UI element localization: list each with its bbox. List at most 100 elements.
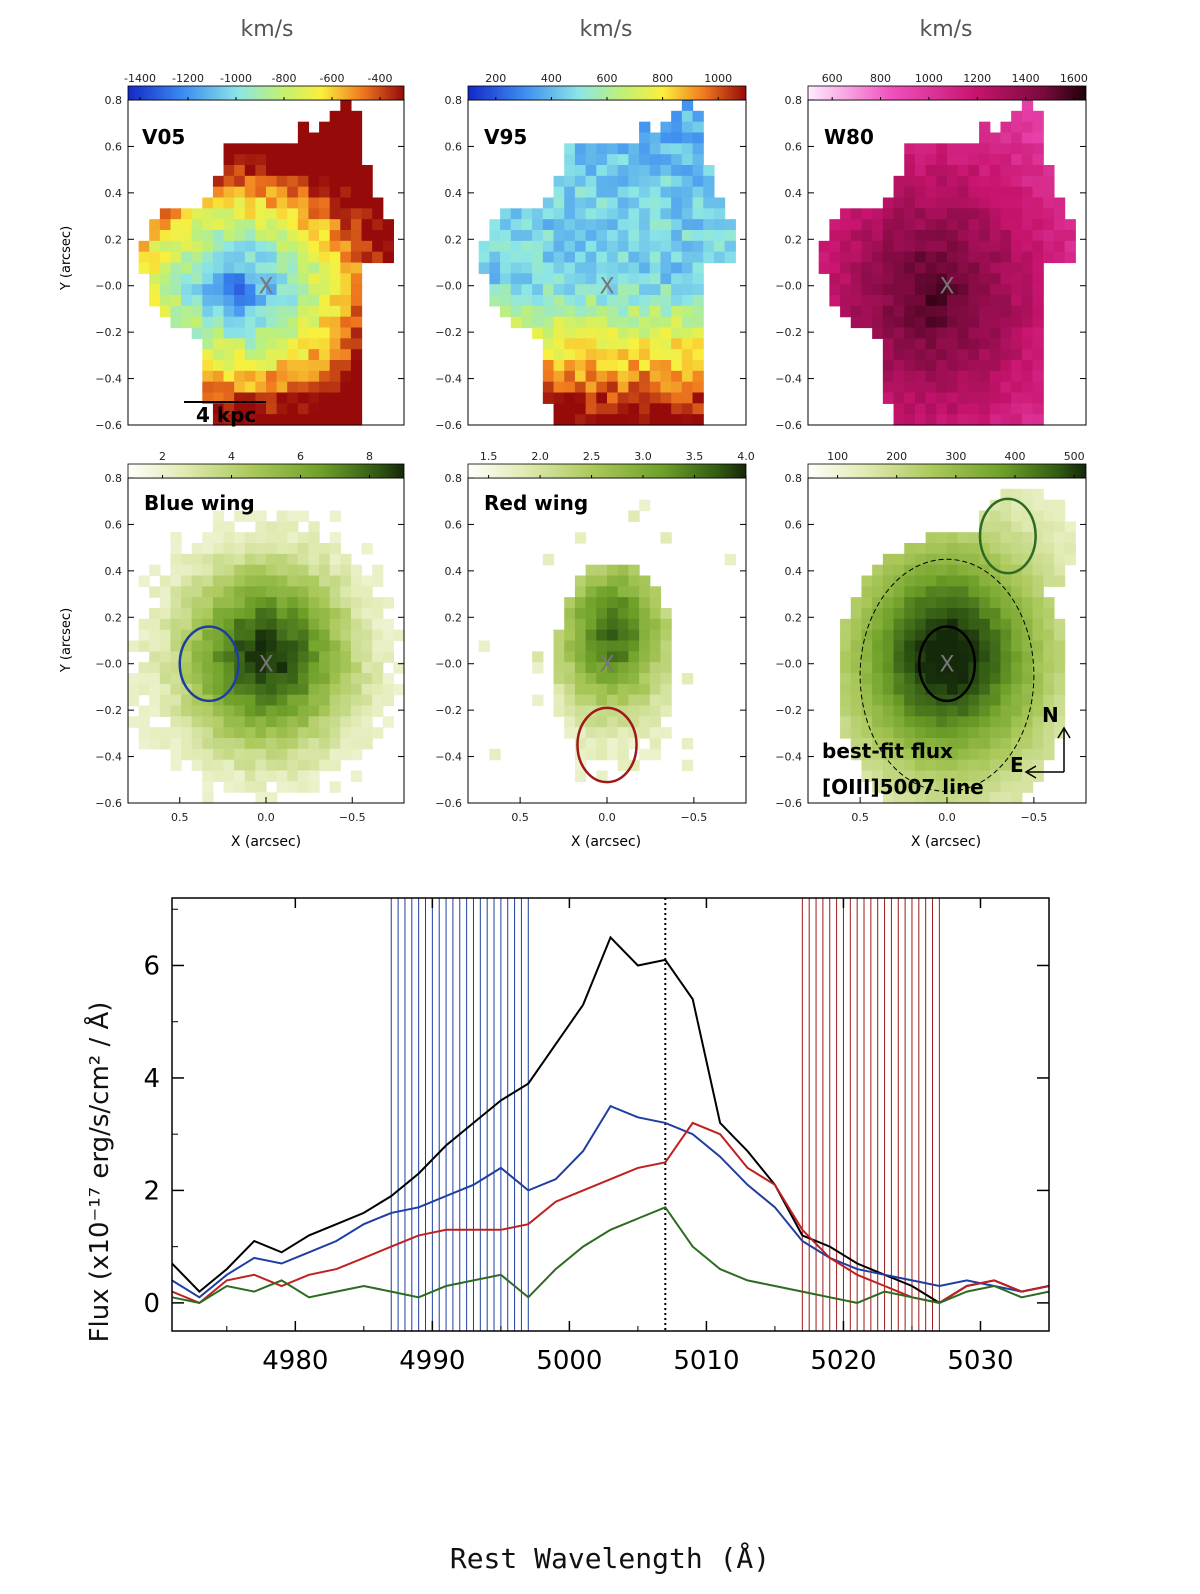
heatmap-cell [617, 165, 629, 177]
heatmap-cell [914, 608, 927, 620]
heatmap-cell [681, 110, 694, 123]
heatmap-cell [372, 240, 384, 253]
heatmap-cell [170, 716, 182, 728]
heatmap-cell [893, 662, 905, 674]
heatmap-cell [564, 414, 576, 426]
heatmap-cell [649, 727, 662, 739]
heatmap-cell [861, 284, 873, 296]
heatmap-cell [957, 770, 969, 782]
heatmap-cell [936, 651, 948, 663]
heatmap-cell [596, 295, 608, 307]
heatmap-cell [361, 618, 373, 631]
heatmap-cell [340, 316, 352, 329]
heatmap-cell [957, 792, 969, 804]
heatmap-cell [979, 338, 991, 350]
heatmap-cell [850, 629, 863, 642]
heatmap-cell [287, 165, 299, 177]
heatmap-cell [244, 759, 256, 772]
heatmap-cell [244, 651, 256, 663]
heatmap-cell [212, 575, 225, 587]
heatmap-cell [564, 219, 576, 231]
heatmap-cell [244, 716, 256, 728]
heatmap-cell [893, 597, 905, 609]
heatmap-cell [266, 662, 278, 674]
heatmap-cell [904, 360, 916, 372]
heatmap-cell [649, 629, 662, 642]
heatmap-cell [1032, 240, 1044, 253]
heatmap-cell [1032, 165, 1044, 177]
heatmap-cell [255, 759, 267, 772]
heatmap-cell [234, 586, 246, 598]
panel-v05: -1400 -1200 -1000 -800 -600 -4000.80.60.40.2−… [95, 72, 405, 432]
heatmap-cell [223, 186, 235, 199]
heatmap-cell [936, 748, 948, 761]
heatmap-cell [266, 316, 278, 329]
heatmap-cell [308, 349, 320, 361]
heatmap-cell [914, 629, 927, 642]
heatmap-cell [191, 327, 203, 339]
heatmap-cell [223, 175, 235, 188]
heatmap-cell [585, 316, 597, 329]
heatmap-cell [585, 327, 597, 339]
heatmap-cell [936, 575, 948, 587]
heatmap-cell [649, 316, 662, 329]
heatmap-cell [191, 564, 203, 577]
heatmap-cell [212, 262, 225, 274]
heatmap-cell [212, 360, 225, 372]
heatmap-cell [159, 673, 172, 685]
heatmap-cell [989, 521, 1002, 533]
heatmap-cell [979, 727, 991, 739]
heatmap-cell [979, 792, 991, 804]
heatmap-cell [223, 295, 235, 307]
heatmap-cell [266, 360, 278, 372]
heatmap-cell [287, 727, 299, 739]
heatmap-cell [1032, 683, 1044, 696]
aperture-red [576, 706, 638, 784]
heatmap-cell [607, 370, 619, 383]
heatmap-cell [1032, 273, 1044, 285]
heatmap-cell [925, 683, 937, 696]
heatmap-cell [585, 154, 597, 166]
heatmap-cell [553, 295, 565, 307]
heatmap-cell [840, 230, 852, 242]
heatmap-cell [266, 381, 278, 394]
heatmap-cell [276, 683, 288, 696]
heatmap-cell [297, 727, 310, 739]
heatmap-cell [393, 629, 405, 642]
heatmap-cell [607, 349, 619, 361]
heatmap-cell [979, 629, 991, 642]
heatmap-cell [138, 262, 150, 274]
heatmap-cell [861, 262, 873, 274]
heatmap-cell [223, 381, 235, 394]
heatmap-cell [968, 781, 980, 793]
heatmap-cell [244, 305, 256, 318]
heatmap-cell [244, 510, 256, 522]
heatmap-cell [660, 121, 672, 134]
heatmap-cell [1021, 575, 1034, 587]
heatmap-cell [1032, 316, 1044, 329]
heatmap-cell [266, 284, 278, 296]
heatmap-cell [297, 575, 310, 587]
heatmap-cell [1011, 121, 1023, 134]
heatmap-cell [968, 240, 980, 253]
heatmap-cell [872, 230, 884, 242]
heatmap-cell [914, 564, 927, 577]
heatmap-cell [287, 683, 299, 696]
heatmap-cell [510, 316, 523, 329]
y-tick-label: 0.2 [785, 611, 803, 624]
heatmap-cell [181, 705, 193, 717]
heatmap-cell [914, 586, 927, 598]
heatmap-cell [181, 716, 193, 728]
heatmap-cell [1011, 284, 1023, 296]
heatmap-cell [596, 403, 608, 415]
center-marker: X [939, 275, 954, 300]
heatmap-cell [202, 640, 214, 652]
heatmap-cell [255, 618, 267, 631]
heatmap-cell [660, 640, 672, 652]
heatmap-cell [585, 651, 597, 663]
heatmap-cell [1021, 316, 1034, 329]
heatmap-cell [818, 251, 830, 264]
heatmap-cell [532, 273, 544, 285]
heatmap-cell [234, 510, 246, 522]
heatmap-cell [553, 673, 565, 685]
